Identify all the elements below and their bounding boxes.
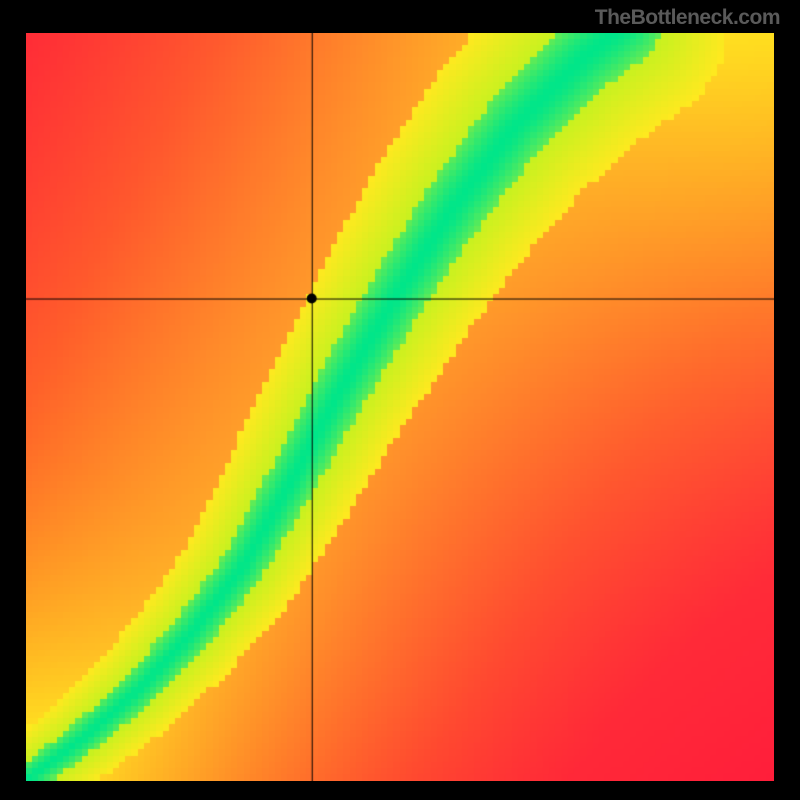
chart-container: { "watermark": "TheBottleneck.com", "plo… [0,0,800,800]
bottleneck-heatmap [26,33,774,781]
watermark-text: TheBottleneck.com [595,6,780,30]
